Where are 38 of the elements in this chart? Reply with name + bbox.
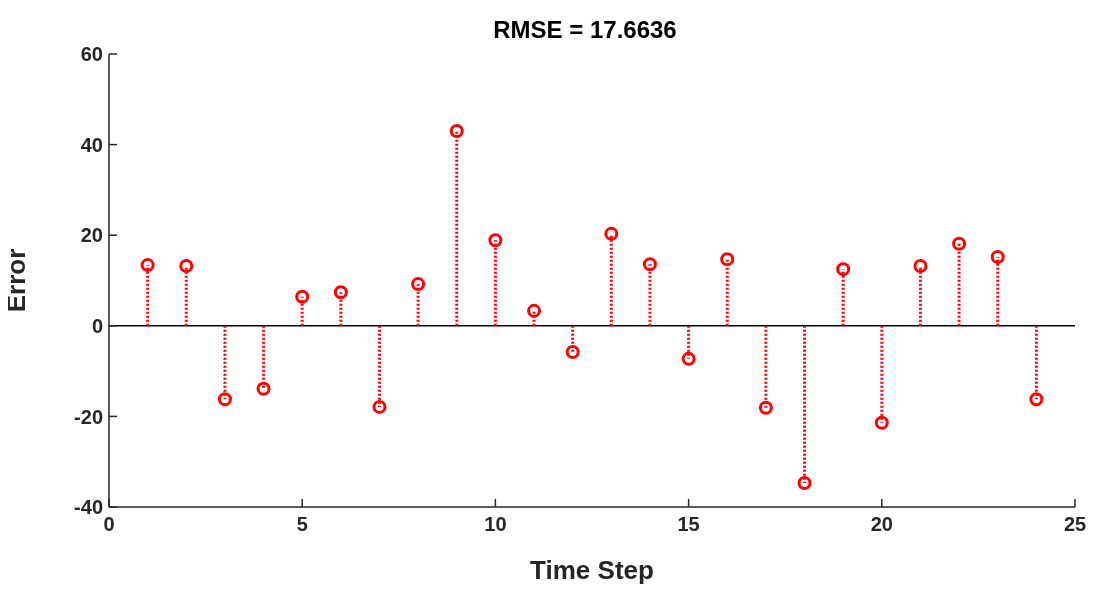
x-tick-label: 10 <box>484 513 507 536</box>
y-axis-title: Error <box>1 248 32 313</box>
y-tick-label: 0 <box>91 314 103 337</box>
point <box>333 285 348 300</box>
point <box>874 415 889 430</box>
point <box>372 399 387 414</box>
point <box>565 345 580 360</box>
point <box>990 249 1005 264</box>
x-tick-label: 5 <box>296 513 308 536</box>
point <box>913 259 928 273</box>
y-tick-label: 40 <box>80 133 103 156</box>
point <box>488 233 503 248</box>
point <box>140 258 155 273</box>
point <box>256 381 271 396</box>
point <box>836 262 851 277</box>
x-axis-title: Time Step <box>530 555 654 585</box>
point <box>681 351 696 366</box>
point <box>527 303 542 318</box>
point <box>758 400 773 415</box>
point <box>295 289 310 304</box>
y-tick-label: 20 <box>80 224 103 247</box>
y-tick-label: 60 <box>80 43 103 66</box>
point <box>720 252 735 267</box>
point <box>1029 392 1044 407</box>
point <box>797 475 812 490</box>
point <box>179 259 194 273</box>
point <box>449 124 464 139</box>
x-tick-label: 25 <box>1063 513 1087 536</box>
point <box>952 236 967 251</box>
y-tick-label: -40 <box>74 496 103 519</box>
x-tick-label: 20 <box>870 513 893 536</box>
point <box>604 226 619 241</box>
chart-title: RMSE = 17.6636 <box>493 16 677 43</box>
point <box>411 277 426 292</box>
y-tick-label: -20 <box>74 405 103 428</box>
point <box>217 392 232 407</box>
point <box>642 257 657 272</box>
x-tick-label: 15 <box>677 513 700 536</box>
